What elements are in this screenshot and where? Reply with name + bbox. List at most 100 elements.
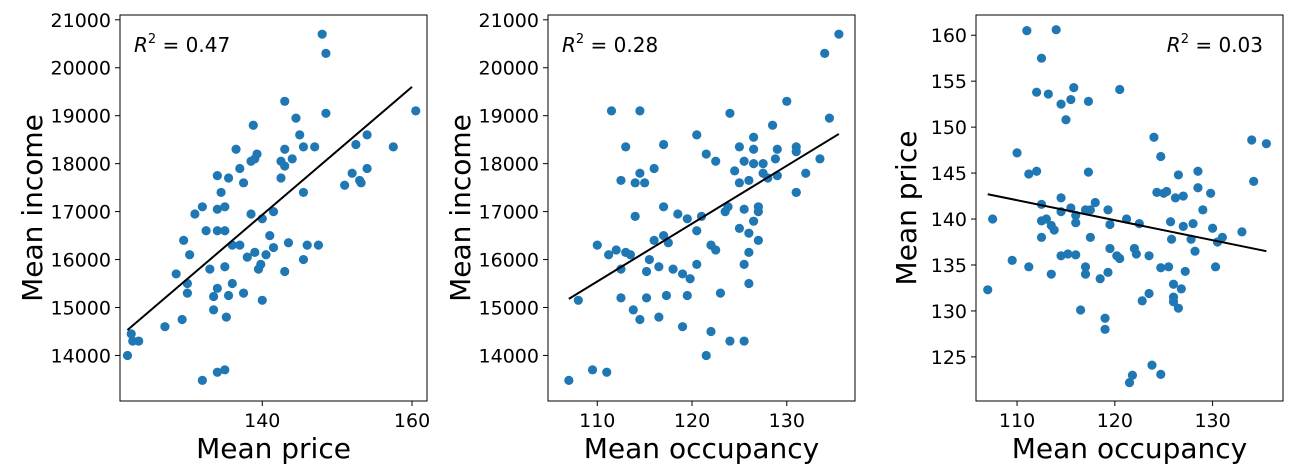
x-tick-label: 160 <box>394 410 430 432</box>
data-point <box>654 262 664 272</box>
data-point <box>1061 115 1071 125</box>
data-point <box>611 245 621 255</box>
x-tick-label: 140 <box>244 410 280 432</box>
y-tick-label: 21000 <box>479 10 539 32</box>
data-point <box>1066 94 1076 105</box>
data-point <box>1115 84 1125 95</box>
data-point <box>1152 187 1162 197</box>
data-point <box>770 154 781 164</box>
data-point <box>791 187 801 198</box>
y-tick-label: 15000 <box>479 297 539 319</box>
data-point <box>682 214 692 224</box>
data-point <box>231 144 241 154</box>
data-point <box>1056 193 1066 203</box>
y-tick-label: 14000 <box>51 345 111 367</box>
data-point <box>295 130 305 140</box>
data-point <box>1024 169 1034 179</box>
data-point <box>734 142 745 152</box>
data-point <box>706 326 716 337</box>
data-point <box>1036 53 1047 63</box>
data-point <box>197 202 207 212</box>
data-point <box>725 336 735 346</box>
data-point <box>212 204 222 214</box>
data-point <box>1032 166 1042 176</box>
r-squared-annotation: R2 = 0.03 <box>1167 32 1263 57</box>
data-point <box>658 202 669 212</box>
data-point <box>1080 262 1091 272</box>
plot-frame <box>547 14 856 402</box>
data-point <box>815 154 825 164</box>
data-point <box>238 288 249 298</box>
data-point <box>1249 176 1259 186</box>
data-point <box>276 173 286 183</box>
data-point <box>122 350 133 361</box>
y-tick-label: 17000 <box>51 202 111 224</box>
data-point <box>1165 217 1176 227</box>
data-point <box>739 259 749 269</box>
data-point <box>388 142 398 152</box>
data-point <box>1100 313 1110 323</box>
data-point <box>1190 246 1200 256</box>
data-point <box>744 175 754 186</box>
data-point <box>782 96 792 106</box>
data-point <box>820 48 830 58</box>
data-point <box>1105 243 1115 254</box>
y-tick-label: 160 <box>931 25 967 47</box>
data-point <box>208 305 219 315</box>
data-point <box>1085 205 1095 215</box>
y-tick-label: 150 <box>931 117 967 139</box>
data-point <box>1170 193 1181 203</box>
data-point <box>321 108 331 118</box>
data-point <box>1261 139 1271 149</box>
data-point <box>1105 219 1115 230</box>
data-point <box>1173 303 1183 313</box>
data-point <box>685 274 695 284</box>
data-point <box>1085 232 1095 243</box>
data-point <box>654 312 664 322</box>
data-point <box>212 283 222 293</box>
x-tick-label: 130 <box>1194 410 1230 432</box>
x-tick-label: 110 <box>999 410 1035 432</box>
data-point <box>635 314 645 325</box>
data-point <box>692 259 702 269</box>
data-point <box>988 214 998 224</box>
data-point <box>616 264 626 274</box>
data-point <box>220 202 230 212</box>
data-point <box>1198 205 1208 215</box>
x-tick-label: 120 <box>674 410 710 432</box>
data-point <box>1237 227 1247 237</box>
data-point <box>1137 296 1147 306</box>
data-point <box>635 168 645 178</box>
x-tick-label: 130 <box>769 410 805 432</box>
data-point <box>616 293 626 303</box>
data-point <box>280 266 290 277</box>
data-point <box>1206 188 1216 198</box>
data-point <box>1156 263 1166 273</box>
data-point <box>744 228 754 238</box>
data-point <box>1100 324 1110 334</box>
data-point <box>1124 378 1135 388</box>
regression-line <box>568 133 840 300</box>
y-tick-label: 17000 <box>479 202 539 224</box>
data-point <box>1032 87 1042 97</box>
data-point <box>208 291 219 302</box>
data-point <box>179 235 189 245</box>
data-point <box>1208 223 1218 233</box>
data-point <box>242 252 252 262</box>
data-point <box>1178 221 1188 231</box>
data-point <box>749 159 759 169</box>
data-point <box>1051 25 1061 35</box>
data-point <box>223 290 234 301</box>
data-point <box>767 120 778 130</box>
data-point <box>1180 266 1190 277</box>
data-point <box>744 247 754 257</box>
data-point <box>734 223 745 233</box>
data-point <box>268 242 279 253</box>
data-point <box>1193 183 1203 193</box>
data-point <box>587 365 598 375</box>
data-point <box>1056 99 1066 109</box>
data-point <box>701 350 711 361</box>
data-point <box>649 235 659 245</box>
data-point <box>362 130 372 140</box>
data-point <box>1076 305 1086 315</box>
